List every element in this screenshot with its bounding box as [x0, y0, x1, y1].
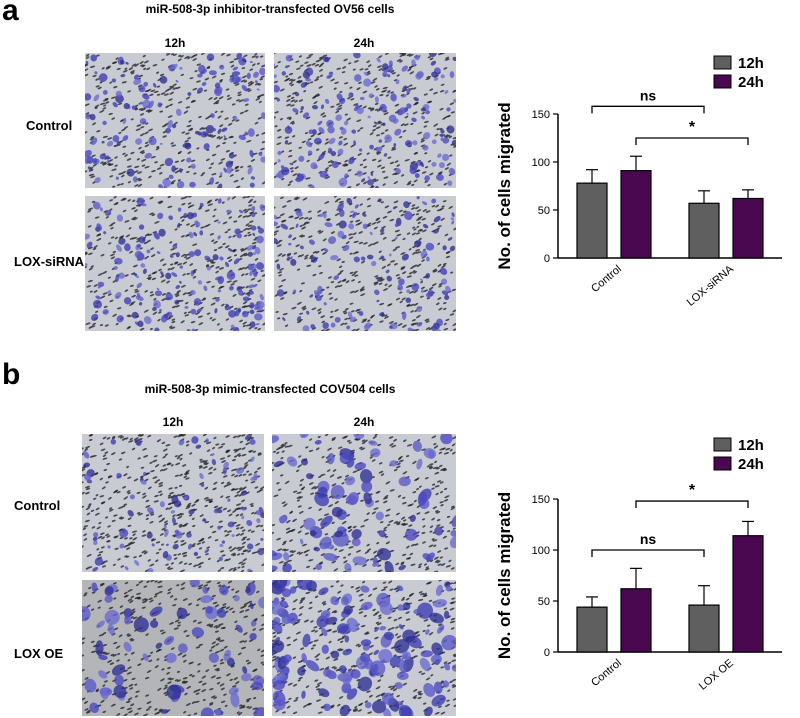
y-axis-label: No. of cells migrated — [495, 492, 514, 659]
panel-a-row-lox-sirna: LOX-siRNA — [14, 254, 85, 269]
significance-label: ns — [640, 87, 657, 103]
bar-24h-control — [620, 170, 652, 259]
micrograph-a-control-12h — [85, 53, 265, 188]
legend-label-12h: 12h — [738, 437, 764, 454]
significance-bracket — [635, 500, 749, 509]
legend-swatch-24h — [713, 456, 732, 471]
micrograph-a-lox-sirna-12h — [85, 196, 265, 331]
y-axis-label: No. of cells migrated — [495, 102, 514, 269]
panel-a-letter: a — [2, 0, 19, 27]
panel-b-col-12h: 12h — [162, 415, 184, 429]
x-tick-label: Control — [589, 657, 624, 689]
panel-a-row-control: Control — [26, 118, 73, 133]
panel-b-col-24h: 24h — [353, 415, 375, 429]
bar-chart-b: 0 50 100 150 No. of cells migrated Control LOX… — [495, 437, 782, 693]
bar-12h-lox-oe — [688, 604, 720, 653]
x-tick-label: Control — [589, 263, 624, 295]
micrograph-b-control-24h — [272, 434, 456, 572]
legend-label-24h: 24h — [738, 74, 764, 91]
significance-label: * — [689, 482, 696, 499]
significance-bracket — [591, 549, 705, 557]
panel-b-row-control: Control — [14, 498, 61, 513]
micrograph-b-lox-oe-12h — [82, 580, 264, 716]
significance-label: * — [689, 119, 696, 136]
legend-label-24h: 24h — [738, 456, 764, 473]
y-tick-label: 50 — [538, 596, 550, 608]
y-tick-label: 0 — [544, 647, 550, 659]
legend-swatch-24h — [713, 74, 732, 89]
y-tick-label: 150 — [532, 109, 550, 121]
micrograph-b-control-12h — [82, 434, 264, 572]
y-tick-label: 100 — [532, 157, 550, 169]
y-tick-label: 0 — [544, 253, 550, 265]
legend-swatch-12h — [713, 55, 732, 70]
panel-b-letter: b — [2, 358, 21, 391]
y-tick-label: 150 — [532, 494, 550, 506]
bar-24h-lox-oe — [732, 535, 764, 653]
panel-b-row-lox-oe: LOX OE — [14, 646, 64, 661]
significance-bracket — [591, 105, 705, 114]
significance-bracket — [635, 137, 749, 145]
bar-24h-control — [620, 588, 652, 653]
significance-label: ns — [640, 531, 657, 547]
bar-24h-lox-sirna — [732, 197, 764, 259]
x-tick-label: LOX OE — [697, 657, 736, 693]
panel-a-title: miR-508-3p inhibitor-transfected OV56 ce… — [145, 2, 395, 16]
micrograph-a-control-24h — [274, 53, 456, 188]
bar-12h-control — [576, 606, 608, 653]
bar-12h-lox-sirna — [688, 202, 720, 259]
bar-12h-control — [576, 182, 608, 259]
panel-b-title: miR-508-3p mimic-transfected COV504 cell… — [144, 382, 396, 396]
legend-swatch-12h — [713, 437, 732, 452]
bar-chart-a: 0 50 100 150 No. of cells migrated Control LOX… — [495, 55, 782, 309]
micrograph-a-lox-sirna-24h — [274, 196, 456, 331]
legend-label-12h: 12h — [738, 55, 764, 72]
y-tick-label: 100 — [532, 545, 550, 557]
y-tick-label: 50 — [538, 205, 550, 217]
panel-a-col-24h: 24h — [353, 36, 375, 50]
panel-a-col-12h: 12h — [164, 36, 186, 50]
micrograph-b-lox-oe-24h — [272, 580, 456, 716]
x-tick-label: LOX-siRNA — [685, 263, 737, 309]
